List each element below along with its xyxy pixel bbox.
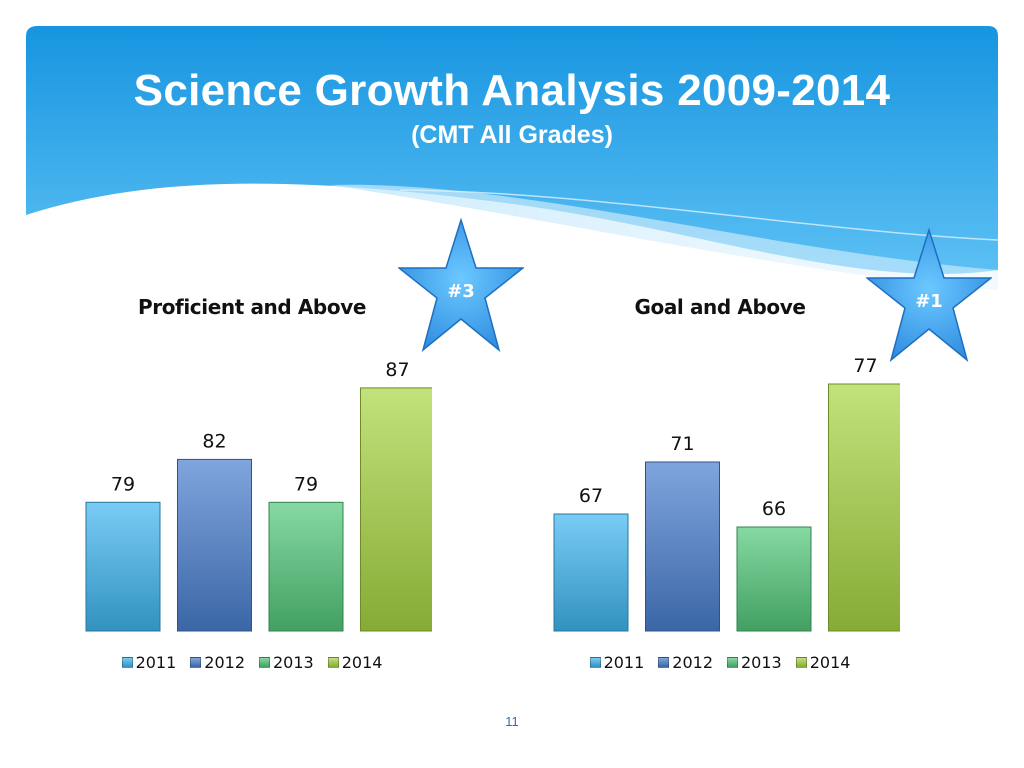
bar-plot: 79 82 79 87 xyxy=(85,359,432,632)
rank-badge: #3 xyxy=(396,217,526,357)
legend-item-2012: 2012 xyxy=(190,653,245,672)
chart-legend: 2011 2012 2013 2014 xyxy=(72,653,432,672)
legend-item-2014: 2014 xyxy=(327,653,383,672)
data-label: 66 xyxy=(762,498,786,520)
legend-item-2013: 2013 xyxy=(727,653,782,672)
banner-shape xyxy=(26,26,998,275)
slide-title: Science Growth Analysis 2009-2014 xyxy=(133,66,891,115)
data-label: 82 xyxy=(202,430,226,452)
star-icon: #1 xyxy=(864,227,994,363)
legend-item-2011: 2011 xyxy=(589,653,645,672)
bar-2013 xyxy=(736,526,812,632)
legend-swatch xyxy=(327,657,339,668)
data-label: 87 xyxy=(385,359,409,381)
legend-swatch xyxy=(658,657,670,668)
legend-label: 2011 xyxy=(603,653,645,672)
bar-2014 xyxy=(828,383,900,632)
title-banner xyxy=(26,26,999,290)
bar-2012 xyxy=(645,461,720,632)
bar-2012 xyxy=(177,458,252,632)
data-label: 79 xyxy=(294,473,318,495)
legend-swatch xyxy=(589,657,601,668)
legend-swatch xyxy=(727,657,738,668)
legend-label: 2013 xyxy=(273,653,314,672)
badge-label: #1 xyxy=(915,291,943,312)
legend-swatch xyxy=(121,657,133,668)
slide-subtitle: (CMT All Grades) xyxy=(411,121,613,149)
chart-goal-and-above: Goal and Above 67 71 66 77 2011 2012 2013 2014 xyxy=(540,285,900,685)
legend-label: 2014 xyxy=(341,653,383,672)
data-label: 71 xyxy=(670,433,694,455)
banner-wave-line xyxy=(399,189,999,241)
chart-legend: 2011 2012 2013 2014 xyxy=(540,653,900,672)
bar-2014 xyxy=(360,387,432,632)
legend-label: 2013 xyxy=(741,653,782,672)
bar-2011 xyxy=(553,513,629,632)
badge-label: #3 xyxy=(447,281,475,302)
data-label: 67 xyxy=(579,485,603,507)
chart-proficient-and-above: Proficient and Above 79 82 79 87 2011 2012 20… xyxy=(72,285,432,685)
legend-item-2014: 2014 xyxy=(795,653,851,672)
legend-item-2011: 2011 xyxy=(121,653,177,672)
data-label: 79 xyxy=(111,473,135,495)
data-label: 77 xyxy=(853,355,877,377)
chart-title: Goal and Above xyxy=(634,295,806,319)
legend-label: 2012 xyxy=(204,653,245,672)
rank-badge: #1 xyxy=(864,227,994,367)
legend-item-2012: 2012 xyxy=(658,653,713,672)
legend-label: 2011 xyxy=(135,653,177,672)
legend-label: 2014 xyxy=(809,653,851,672)
legend-label: 2012 xyxy=(672,653,713,672)
chart-title: Proficient and Above xyxy=(137,295,366,319)
legend-swatch xyxy=(795,657,807,668)
bar-2011 xyxy=(85,501,161,632)
legend-swatch xyxy=(259,657,270,668)
star-icon: #3 xyxy=(396,217,526,353)
legend-swatch xyxy=(190,657,202,668)
bar-plot: 67 71 66 77 xyxy=(553,355,900,632)
legend-item-2013: 2013 xyxy=(259,653,314,672)
bar-2013 xyxy=(268,501,344,632)
banner-wave xyxy=(330,184,998,290)
page-number: 11 xyxy=(505,714,519,729)
